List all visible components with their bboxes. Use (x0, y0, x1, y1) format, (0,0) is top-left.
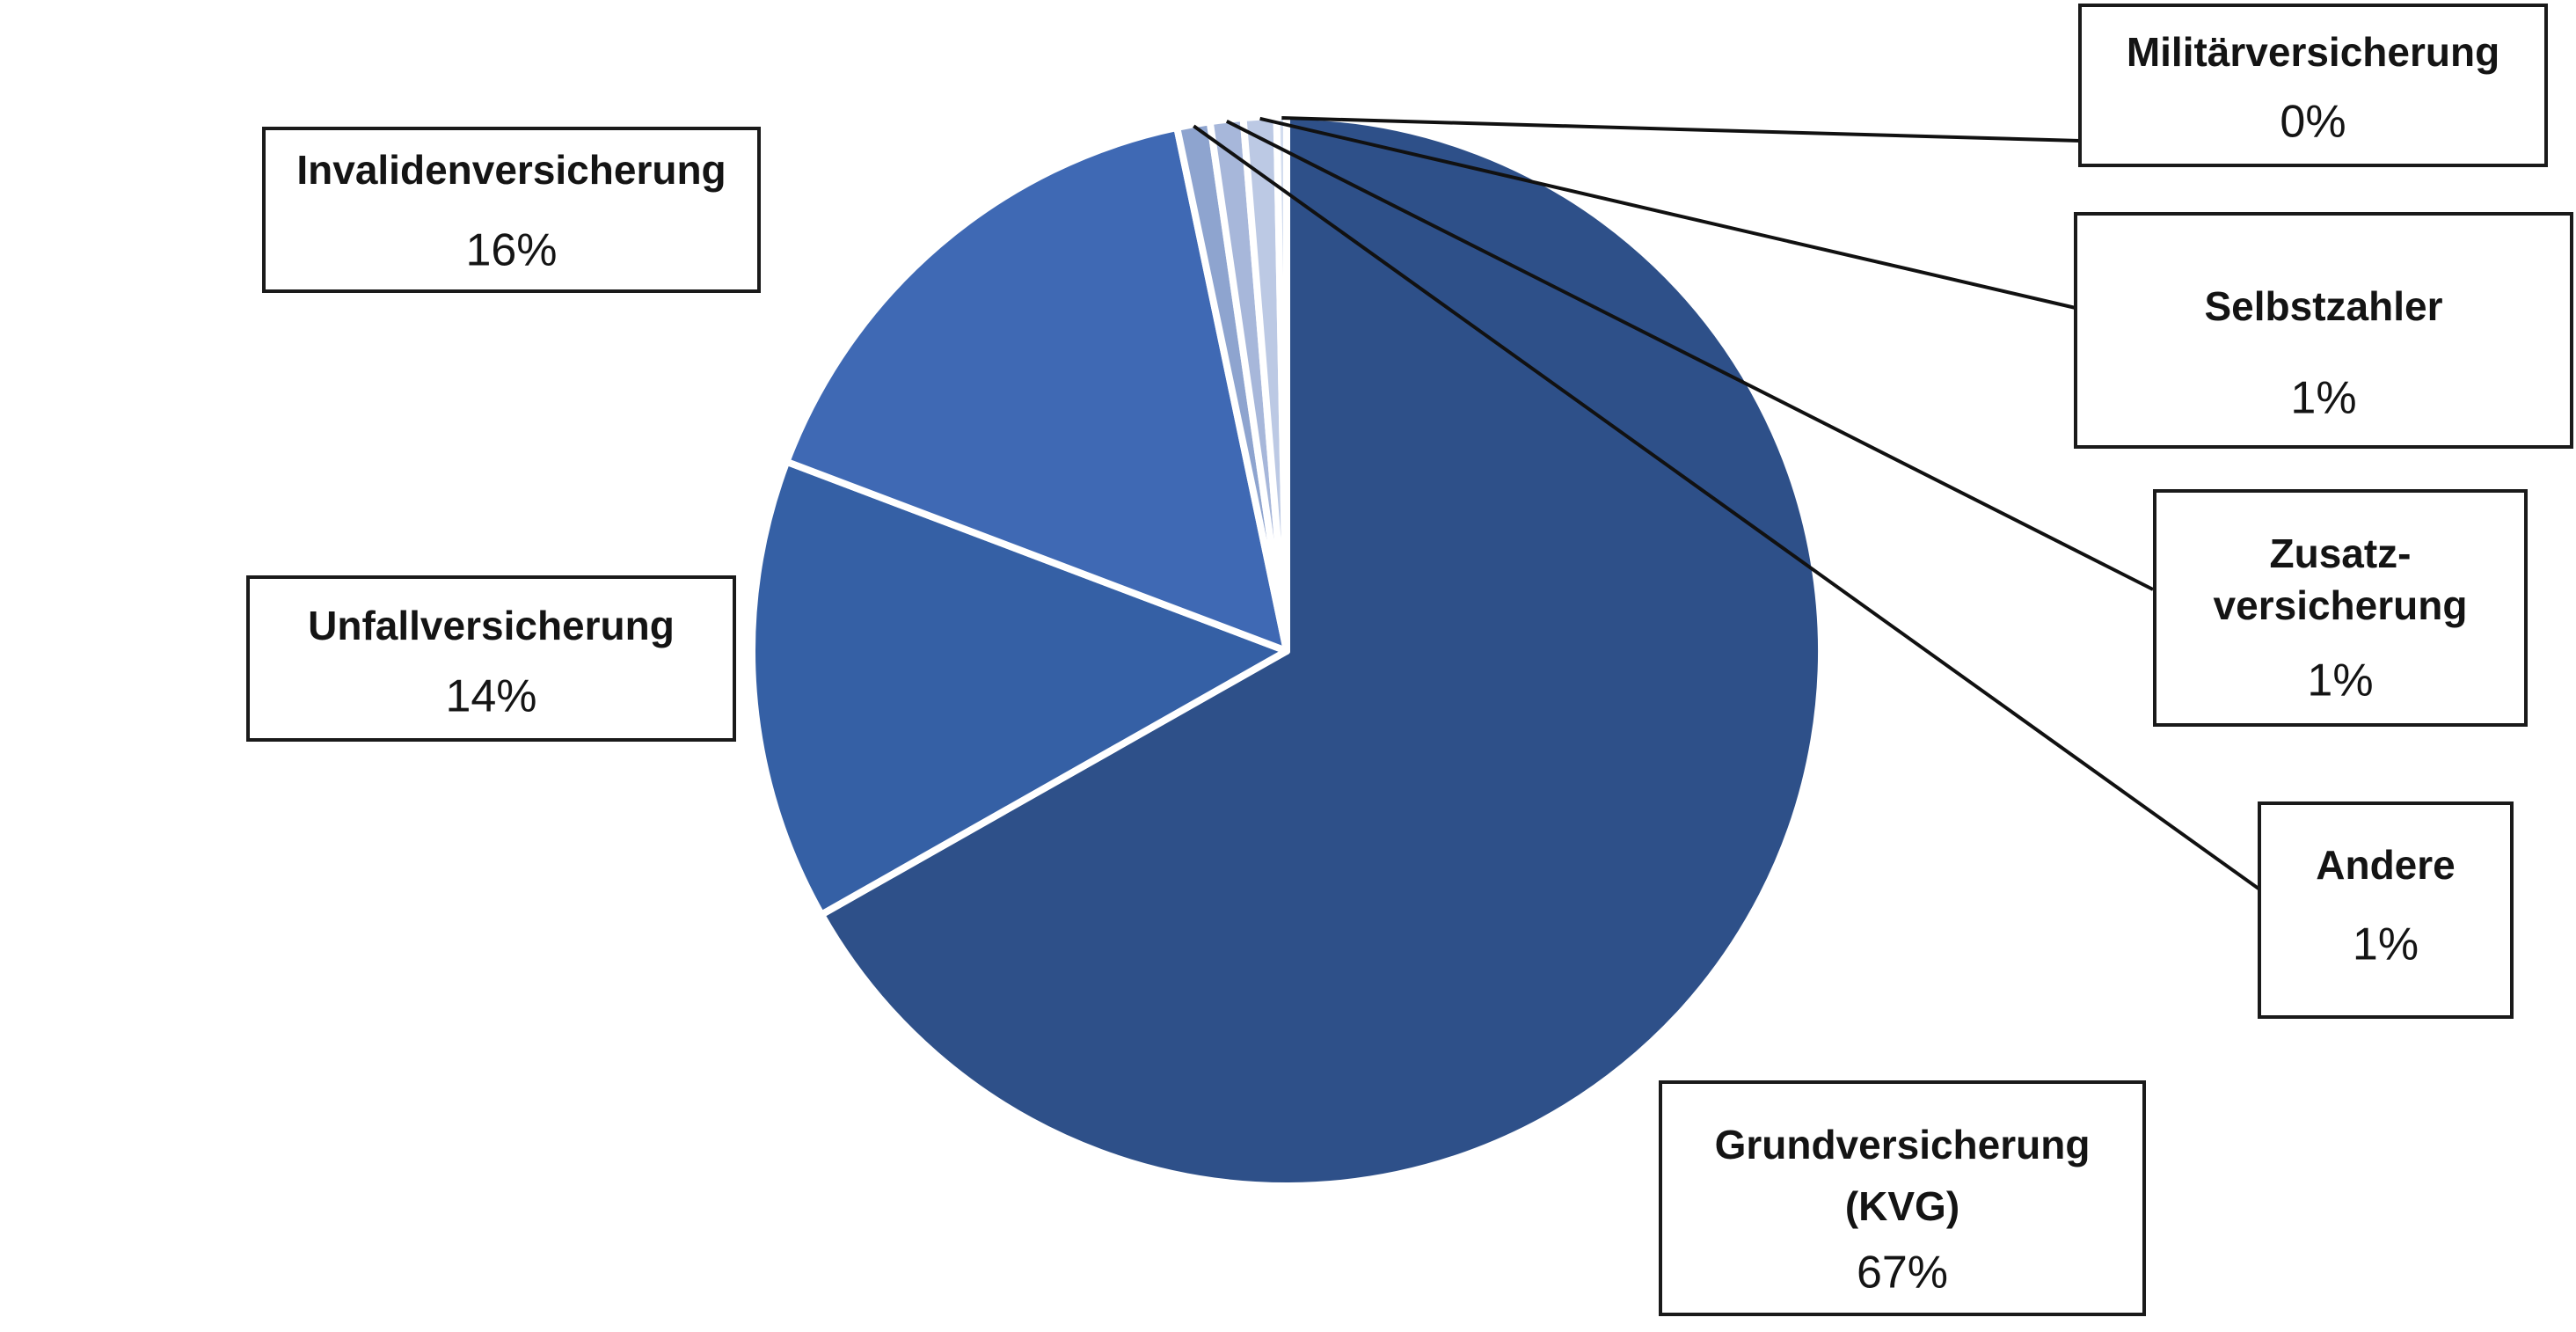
slice-label-grundversicherung-kvg: Grundversicherung (1715, 1122, 2091, 1167)
label-box-andere (2258, 801, 2514, 1019)
slice-label-zusatz-versicherung: versicherung (2214, 582, 2468, 628)
slice-value-zusatz-versicherung: 1% (2307, 655, 2373, 706)
pie-slices (748, 113, 1825, 1189)
leader-line-milit-rversicherung (1281, 116, 2081, 143)
slice-label-milit-rversicherung: Militärversicherung (2127, 29, 2499, 75)
slice-value-andere: 1% (2353, 919, 2419, 970)
leader-line-zusatz-versicherung (1225, 120, 2154, 591)
slice-labels: Grundversicherung (KVG) 67% Unfallversicher… (246, 4, 2573, 1316)
label-box-selbstzahler (2074, 212, 2573, 449)
label-box-grundversicherung-kvg (1659, 1080, 2146, 1316)
leader-lines (1193, 116, 2260, 890)
label-box-unfallversicherung (246, 575, 736, 742)
slice-milit-rversicherung (1273, 113, 1290, 655)
slice-label-unfallversicherung: Unfallversicherung (308, 603, 675, 648)
leader-line-andere (1193, 124, 2260, 890)
label-box-zusatz-versicherung (2153, 489, 2528, 727)
slice-grundversicherung-kvg (817, 113, 1825, 1189)
label-box-invalidenversicherung (262, 127, 761, 293)
leader-line-selbstzahler (1259, 116, 2076, 310)
slice-label-grundversicherung-kvg: (KVG) (1845, 1183, 1959, 1229)
label-box-milit-rversicherung (2078, 4, 2548, 167)
slice-label-zusatz-versicherung: Zusatz- (2270, 531, 2412, 576)
slice-value-grundversicherung-kvg: 67% (1857, 1248, 1948, 1299)
slice-label-andere: Andere (2316, 842, 2455, 888)
slice-value-invalidenversicherung: 16% (465, 225, 557, 276)
slice-value-unfallversicherung: 14% (445, 671, 536, 722)
slice-invalidenversicherung (783, 123, 1290, 655)
slice-unfallversicherung (748, 457, 1290, 918)
slice-value-selbstzahler: 1% (2290, 373, 2356, 424)
slice-value-milit-rversicherung: 0% (2280, 97, 2346, 148)
slice-label-selbstzahler: Selbstzahler (2205, 283, 2443, 329)
slice-label-invalidenversicherung: Invalidenversicherung (296, 147, 726, 193)
